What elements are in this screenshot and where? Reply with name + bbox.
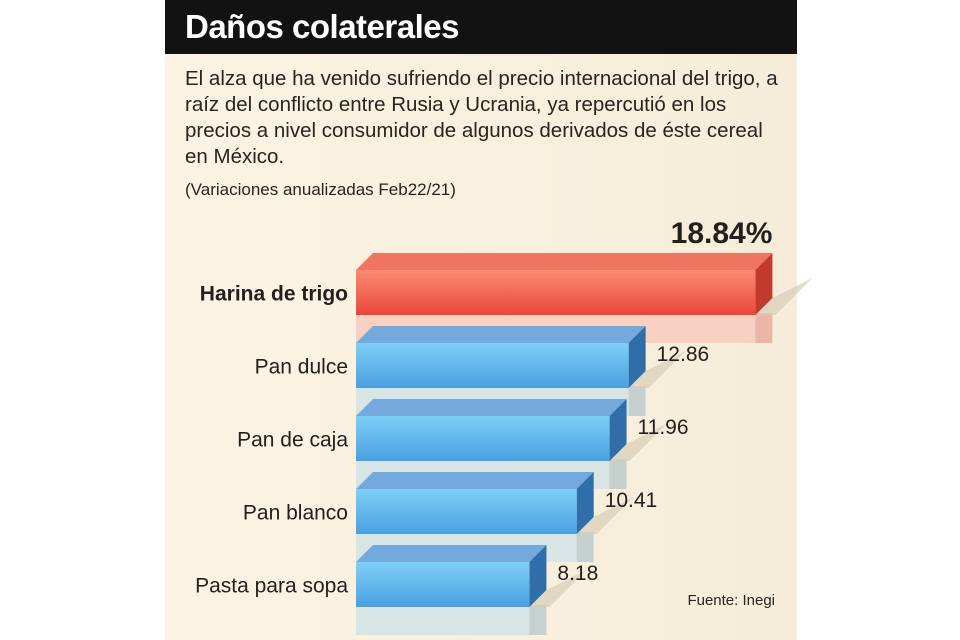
bar-shadow [576,497,634,534]
bar-top [356,472,594,489]
chart-title: Daños colaterales [185,8,459,45]
bar-reflection-side [755,313,773,343]
bar-side [628,326,646,388]
bar [356,343,629,388]
bar-reflection [356,607,530,635]
bar-reflection-side [576,532,594,562]
bar [356,562,530,607]
bar-reflection-side [628,386,646,416]
value-label: 11.96 [638,416,689,439]
chart-note: (Variaciones anualizadas Feb22/21) [185,180,456,199]
bar-reflection-side [529,605,547,635]
bar-shadow [628,351,686,388]
bar [356,489,577,534]
bar-top [356,399,627,416]
bar-shadow [609,424,667,461]
category-label: Pan de caja [237,429,348,452]
bar-reflection-side [609,459,627,489]
bar-shadow [529,570,587,607]
category-label: Pan blanco [243,502,348,525]
bar [356,270,756,315]
bar-top [356,545,547,562]
title-bar: Daños colaterales [165,0,797,54]
category-label: Pasta para sopa [195,575,348,598]
value-label: 8.18 [557,562,598,585]
bar-side [576,472,594,534]
value-label: 12.86 [657,343,710,366]
value-label: 18.84% [671,217,773,250]
bar [356,416,610,461]
bar-side [609,399,627,461]
bar-side [529,545,547,607]
source-label: Fuente: Inegi [687,592,775,609]
description: El alza que ha venido sufriendo el preci… [185,67,778,168]
bar-shadow [755,278,813,315]
bar-top [356,326,646,343]
bar-side [755,253,773,315]
value-label: 10.41 [605,489,658,512]
bar-top [356,253,773,270]
category-label: Harina de trigo [200,283,348,306]
category-label: Pan dulce [255,356,348,379]
